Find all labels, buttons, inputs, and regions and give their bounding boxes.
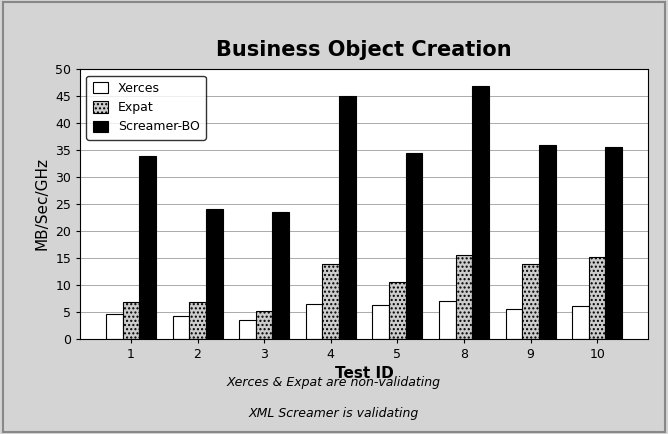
Text: Xerces & Expat are non-validating: Xerces & Expat are non-validating (227, 376, 441, 389)
Text: XML Screamer is validating: XML Screamer is validating (249, 407, 419, 420)
Title: Business Object Creation: Business Object Creation (216, 39, 512, 59)
Bar (589, 257, 605, 339)
Bar (123, 302, 139, 339)
Bar (323, 264, 339, 339)
Bar (139, 155, 156, 339)
Y-axis label: MB/Sec/GHz: MB/Sec/GHz (35, 158, 49, 250)
Bar (106, 314, 123, 339)
Bar (372, 305, 389, 339)
Bar (456, 255, 472, 339)
Bar (339, 96, 356, 339)
Bar (206, 209, 222, 339)
Bar (439, 301, 456, 339)
X-axis label: Test ID: Test ID (335, 366, 393, 381)
Bar (472, 85, 489, 339)
Bar (522, 264, 539, 339)
Bar (506, 309, 522, 339)
Bar (273, 212, 289, 339)
Bar (189, 302, 206, 339)
Bar (239, 320, 256, 339)
Bar (172, 316, 189, 339)
Bar (539, 145, 556, 339)
Bar (572, 306, 589, 339)
Bar (256, 311, 273, 339)
Bar (405, 153, 422, 339)
Bar (306, 303, 323, 339)
Bar (389, 282, 405, 339)
Legend: Xerces, Expat, Screamer-BO: Xerces, Expat, Screamer-BO (86, 76, 206, 140)
Bar (605, 148, 622, 339)
